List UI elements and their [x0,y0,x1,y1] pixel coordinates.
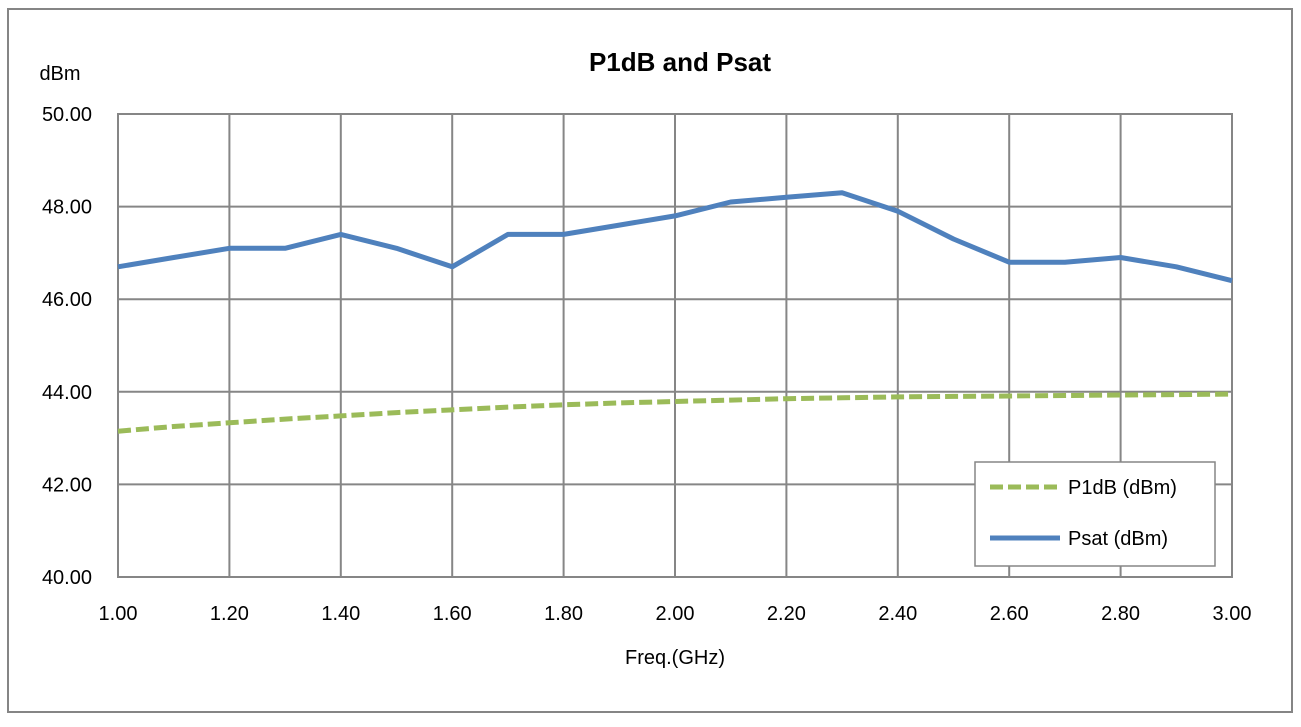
legend-label-p1db: P1dB (dBm) [1068,477,1177,499]
legend-label-psat: Psat (dBm) [1068,528,1168,550]
series-line-p1db [117,391,1233,434]
x-tick-label: 3.00 [1213,603,1252,625]
legend-box [974,461,1216,567]
y-tick-label: 42.00 [42,474,92,496]
chart-frame [7,8,1293,713]
y-axis-title: dBm [39,63,80,85]
x-tick-label: 2.00 [656,603,695,625]
x-tick-label: 2.80 [1101,603,1140,625]
y-tick-label: 40.00 [42,567,92,589]
series-lines [117,190,1233,434]
x-tick-label: 2.20 [767,603,806,625]
legend: P1dB (dBm) Psat (dBm) [974,461,1216,567]
x-tick-label: 1.60 [433,603,472,625]
y-tick-label: 44.00 [42,382,92,404]
x-tick-label: 1.20 [210,603,249,625]
y-tick-label: 48.00 [42,197,92,219]
x-tick-label: 1.00 [99,603,138,625]
x-tick-label: 2.40 [878,603,917,625]
y-tick-label: 50.00 [42,104,92,126]
x-tick-label: 2.60 [990,603,1029,625]
x-axis-title: Freq.(GHz) [625,647,725,669]
x-tick-label: 1.40 [321,603,360,625]
x-tick-label: 1.80 [544,603,583,625]
y-tick-label: 46.00 [42,289,92,311]
plot-area-border [117,113,1233,578]
tick-labels: 40.00 42.00 44.00 46.00 48.00 50.00 1.00 1.20 1.… [42,104,1252,625]
chart-title: P1dB and Psat [589,47,771,77]
series-line-psat [117,190,1233,284]
